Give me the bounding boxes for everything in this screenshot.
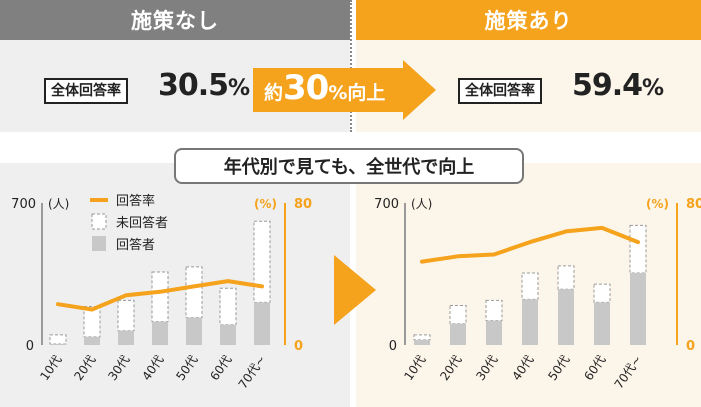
bar-unanswered: [253, 220, 271, 303]
overall-rate-before-value: 30.5: [158, 68, 229, 103]
bar-answered: [630, 272, 646, 345]
improvement-prefix: 約: [264, 82, 284, 104]
overall-rate-before-unit: %: [228, 76, 250, 101]
x-tick-label: 40代: [509, 353, 536, 383]
bar-unanswered: [593, 283, 611, 303]
x-tick-label: 30代: [105, 353, 132, 383]
bar-answered: [254, 302, 270, 345]
bar-answered: [84, 336, 100, 345]
bar-answered: [50, 343, 66, 345]
x-tick-label: 30代: [473, 353, 500, 383]
bar-answered: [152, 321, 168, 345]
overall-rate-after-value: 59.4: [572, 68, 643, 103]
bar-answered: [486, 320, 502, 345]
header-right: 施策あり: [356, 0, 701, 40]
improvement-suffix: %向上: [328, 82, 386, 104]
bar-unanswered: [521, 272, 539, 300]
left-axis-tick-min: 0: [26, 339, 34, 354]
right-axis-unit: (%): [254, 197, 277, 211]
right-axis-tick-min: 0: [294, 339, 303, 354]
bar-answered: [522, 299, 538, 345]
legend-solid-label: 回答者: [116, 237, 155, 253]
bar-answered: [450, 323, 466, 345]
left-axis-tick-max: 700: [374, 197, 399, 212]
x-tick-label: 20代: [437, 353, 464, 383]
bar-answered: [414, 339, 430, 345]
panel-arrow-triangle: [334, 255, 376, 325]
x-tick-label: 70代~: [236, 353, 269, 392]
chart-panel-left-bg: [0, 163, 350, 407]
bar-unanswered: [185, 266, 203, 319]
bar-answered: [594, 302, 610, 345]
center-divider: [350, 0, 352, 132]
right-axis-unit: (%): [646, 197, 669, 211]
x-tick-label: 40代: [139, 353, 166, 383]
x-tick-label: 60代: [207, 353, 234, 383]
right-axis-tick-max: 80: [686, 197, 701, 212]
left-axis-unit: (人): [411, 197, 432, 211]
improvement-arrow: [253, 60, 436, 120]
bar-unanswered: [449, 304, 467, 325]
bar-unanswered: [629, 224, 647, 274]
bar-answered: [118, 330, 134, 345]
overall-rate-label-after: 全体回答率: [458, 78, 542, 104]
x-tick-label: 50代: [173, 353, 200, 383]
bar-unanswered: [117, 299, 135, 332]
legend-line-label: 回答率: [116, 193, 155, 209]
bar-answered: [558, 289, 574, 345]
x-tick-label: 50代: [545, 353, 572, 383]
x-tick-label: 70代~: [612, 353, 645, 392]
legend-solid-swatch: [92, 236, 106, 251]
left-axis-tick-min: 0: [389, 339, 397, 354]
response-rate-line: [420, 225, 640, 264]
right-axis-tick-max: 80: [294, 197, 312, 212]
bar-unanswered: [219, 287, 237, 326]
bar-unanswered: [413, 334, 431, 341]
x-tick-label: 60代: [581, 353, 608, 383]
bar-unanswered: [151, 271, 169, 323]
bar-answered: [220, 324, 236, 345]
bar-unanswered: [557, 265, 575, 290]
caption-banner: 年代別で見ても、全世代で向上: [174, 148, 524, 184]
response-rate-line: [56, 279, 264, 312]
bar-unanswered: [485, 299, 503, 322]
overall-rate-after-unit: %: [642, 76, 664, 101]
improvement-number: 30: [283, 68, 329, 108]
x-tick-label: 10代: [401, 353, 428, 383]
bar-unanswered: [49, 334, 67, 345]
right-axis-tick-min: 0: [686, 339, 695, 354]
improvement-text: 約 30 %向上: [264, 68, 385, 112]
overall-rate-after: 59.4%: [572, 68, 664, 103]
bar-answered: [186, 317, 202, 345]
bar-unanswered: [83, 305, 101, 338]
legend-dashed-swatch: [91, 213, 107, 230]
x-tick-label: 20代: [71, 353, 98, 383]
overall-rate-label-before: 全体回答率: [44, 78, 128, 104]
legend-dashed-label: 未回答者: [116, 215, 168, 231]
overall-rate-before: 30.5%: [158, 68, 250, 103]
left-axis-tick-max: 700: [11, 197, 36, 212]
left-axis-unit: (人): [48, 197, 69, 211]
header-left: 施策なし: [0, 0, 350, 40]
x-tick-label: 10代: [37, 353, 64, 383]
